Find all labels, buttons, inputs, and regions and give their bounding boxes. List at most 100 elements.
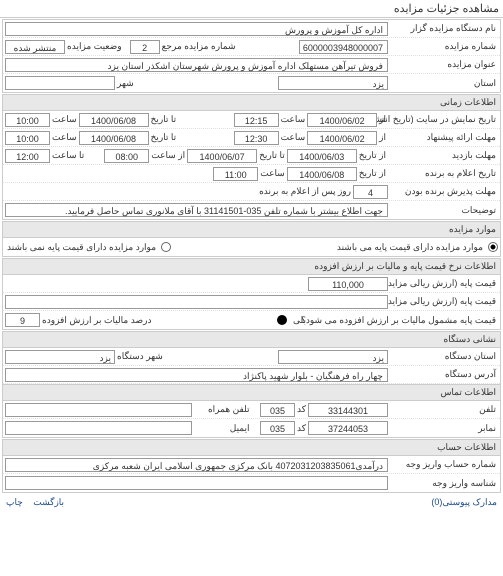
section-cases: موارد مزایده موارد مزایده دارای قیمت پای… (2, 221, 501, 257)
label-display: تاریخ نمایش در سایت (تاریخ انتشار) (388, 114, 498, 125)
field-visit-from-time: 08:00 (104, 149, 149, 163)
field-accept-days: 4 (353, 185, 388, 199)
label-time: ساعت (279, 114, 308, 125)
label-city: شهر (115, 78, 136, 89)
link-back[interactable]: بازگشت (33, 497, 64, 507)
field-accid (5, 476, 388, 490)
field-notes: جهت اطلاع بیشتر با شماره تلفن 035-311415… (5, 203, 388, 217)
header-price: اطلاعات نرخ قیمت پایه و مالیات بر ارزش ا… (3, 259, 500, 275)
page-title: مشاهده جزئیات مزایده (0, 0, 503, 18)
field-title: فروش تیرآهن مستهلک اداره آموزش و پرورش ش… (5, 58, 388, 72)
label-from-time: از ساعت (149, 150, 187, 161)
field-ccity: یزد (5, 350, 115, 364)
radio-no-base[interactable] (161, 242, 171, 252)
field-offer-to-time: 10:00 (5, 131, 50, 145)
field-vat-pct: 9 (5, 313, 40, 327)
label-cprov: استان دستگاه (388, 351, 498, 362)
footer: مدارک پیوستی(0) بازگشت چاپ (0, 494, 503, 511)
label-fax: نمابر (388, 423, 498, 434)
bullet-yes-icon (277, 315, 287, 325)
section-contact: نشانی دستگاه استان دستگاه یزد شهر دستگاه… (2, 331, 501, 438)
field-price-count: 110,000 (308, 277, 388, 291)
label-to-date: تا تاریخ (149, 114, 179, 125)
header-account: اطلاعات حساب (3, 440, 500, 456)
label-announce: تاریخ اعلام به برنده (388, 168, 498, 179)
label-time4: ساعت (50, 132, 79, 143)
section-account: اطلاعات حساب شماره حساب واریز وجه درآمدی… (2, 439, 501, 493)
label-offer: مهلت ارائه پیشنهاد (388, 132, 498, 143)
label-province: استان (388, 78, 498, 89)
field-acc: درآمدی4072031203835061 بانک مرکزی جمهوری… (5, 458, 388, 472)
field-cprov: یزد (278, 350, 388, 364)
link-print[interactable]: چاپ (6, 497, 23, 507)
field-display-from-date: 1400/06/02 (307, 113, 377, 127)
label-from-date: از تاریخ (357, 150, 388, 161)
label-price-count: قیمت پایه (ارزش ریالی مزایده) به عدد (388, 278, 498, 289)
label-phone: تلفن (388, 404, 498, 415)
field-display-to-date: 1400/06/08 (79, 113, 149, 127)
header-contact: نشانی دستگاه (3, 332, 500, 348)
header-time: اطلاعات زمانی (3, 95, 500, 111)
field-auction-number: 6000003948000007 (299, 40, 388, 54)
field-visit-to-date: 1400/06/07 (187, 149, 257, 163)
label-mobile: تلفن همراه (192, 404, 252, 415)
field-display-to-time: 10:00 (5, 113, 50, 127)
field-offer-to-date: 1400/06/08 (79, 131, 149, 145)
label-org-name: نام دستگاه مزایده گزار (388, 23, 498, 34)
field-province: یزد (278, 76, 388, 90)
field-addr: چهار راه فرهنگیان - بلوار شهید پاکنژاد (5, 368, 388, 382)
label-email: ایمیل (192, 423, 252, 434)
field-city (5, 76, 115, 90)
field-visit-to-time: 12:00 (5, 149, 50, 163)
label-to-date2: تا تاریخ (149, 132, 179, 143)
field-announce-time: 11:00 (213, 167, 258, 181)
section-time: اطلاعات زمانی تاریخ نمایش در سایت (تاریخ… (2, 94, 501, 220)
header-cases: موارد مزایده (3, 222, 500, 238)
label-no-base: موارد مزایده دارای قیمت پایه نمی باشند (5, 242, 158, 253)
label-to-date3: تا تاریخ (257, 150, 287, 161)
label-title: عنوان مزایده (388, 59, 498, 70)
label-notes: توضیحات (388, 205, 498, 216)
field-display-from-time: 12:15 (234, 113, 279, 127)
field-fax: 37244053 (308, 421, 388, 435)
label-from2: از (377, 132, 388, 143)
label-acc: شماره حساب واریز وجه (388, 459, 498, 470)
field-price-word (5, 295, 388, 309)
label-time3: ساعت (279, 132, 308, 143)
label-time5: ساعت (258, 168, 287, 179)
field-org-name: اداره کل آموزش و پرورش (5, 22, 388, 36)
label-from-date2: از تاریخ (357, 168, 388, 179)
field-status: منتشر شده (5, 40, 65, 54)
label-ref-number: شماره مزایده مرجع (160, 41, 238, 52)
field-ref-number: 2 (130, 40, 160, 54)
label-vat-yes: بلی (291, 315, 308, 326)
label-accept-suffix: روز پس از اعلام به برنده (257, 186, 353, 197)
radio-has-base[interactable] (488, 242, 498, 252)
header-contacts: اطلاعات تماس (3, 384, 500, 401)
label-time2: ساعت (50, 114, 79, 125)
field-mobile (5, 403, 192, 417)
label-to-time: تا ساعت (50, 150, 86, 161)
field-offer-from-time: 12:30 (234, 131, 279, 145)
label-status: وضعیت مزایده (65, 41, 124, 52)
label-from: از (377, 114, 388, 125)
section-price: اطلاعات نرخ قیمت پایه و مالیات بر ارزش ا… (2, 258, 501, 330)
field-fax-code: 035 (260, 421, 295, 435)
field-phone-code: 035 (260, 403, 295, 417)
label-code1: کد (295, 404, 308, 415)
label-vat-q: قیمت پایه مشمول مالیات بر ارزش افزوده می… (308, 315, 498, 326)
field-email (5, 421, 192, 435)
field-announce-date: 1400/06/08 (287, 167, 357, 181)
label-auction-number: شماره مزایده (388, 41, 498, 52)
label-accid: شناسه واریز وجه (388, 478, 498, 489)
label-price-word: قیمت پایه (ارزش ریالی مزایده) به حروف (388, 296, 498, 307)
field-visit-from-date: 1400/06/03 (287, 149, 357, 163)
label-accept: مهلت پذیرش برنده بودن (388, 186, 498, 197)
label-has-base: موارد مزایده دارای قیمت پایه می باشند (335, 242, 485, 253)
label-visit: مهلت بازدید (388, 150, 498, 161)
field-offer-from-date: 1400/06/02 (307, 131, 377, 145)
label-code2: کد (295, 423, 308, 434)
link-attachments[interactable]: مدارک پیوستی(0) (431, 497, 497, 508)
label-ccity: شهر دستگاه (115, 351, 165, 362)
section-general: نام دستگاه مزایده گزار اداره کل آموزش و … (2, 19, 501, 93)
